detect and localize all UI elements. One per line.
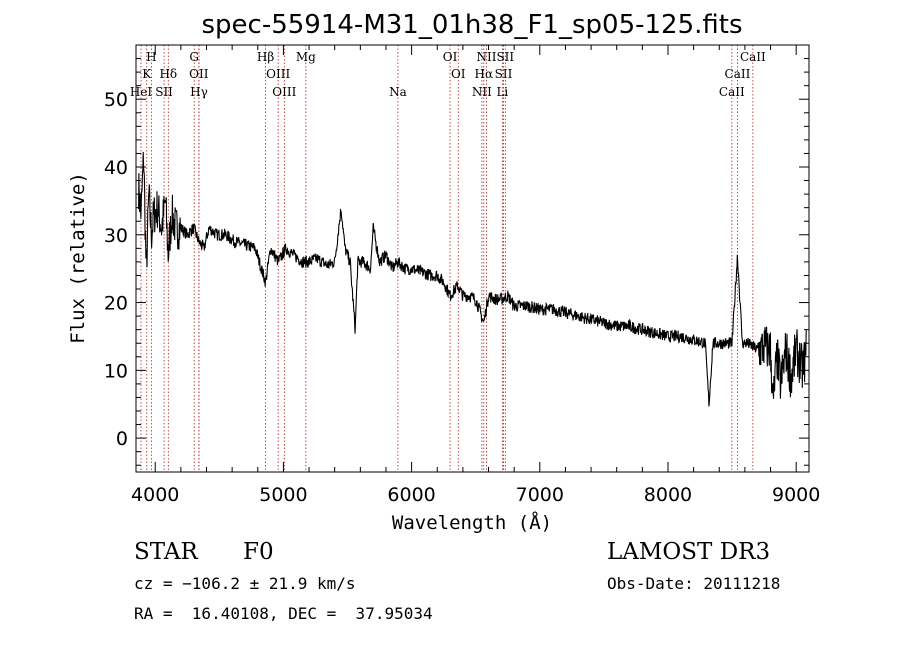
line-markers xyxy=(140,45,754,472)
observation-date: Obs-Date: 20111218 xyxy=(607,574,781,593)
survey-name: LAMOST DR3 xyxy=(607,539,771,565)
line-label: OIII xyxy=(272,85,296,99)
x-axis-label: Wavelength (Å) xyxy=(392,511,552,534)
y-axis-ticks: 0 10 20 30 40 50 xyxy=(104,58,809,466)
line-label: NII xyxy=(476,50,496,64)
line-label: CaII xyxy=(740,50,766,64)
line-label: NII xyxy=(472,85,492,99)
spectrum-line xyxy=(138,151,807,407)
x-tick-label: 8000 xyxy=(644,484,692,506)
line-label: Hα xyxy=(474,67,493,81)
redshift-cz: cz = −106.2 ± 21.9 km/s xyxy=(134,574,356,593)
line-label: H xyxy=(146,50,156,64)
line-label: SII xyxy=(495,67,513,81)
x-tick-label: 7000 xyxy=(516,484,564,506)
plot-frame xyxy=(135,44,810,473)
y-axis-label: Flux (relative) xyxy=(67,172,89,344)
y-tick-label: 20 xyxy=(104,293,128,315)
line-label: K xyxy=(142,67,152,81)
y-tick-label: 10 xyxy=(104,360,128,382)
object-class: STAR xyxy=(134,539,198,565)
coordinates: RA = 16.40108, DEC = 37.95034 xyxy=(134,604,433,623)
y-tick-label: 30 xyxy=(104,225,128,247)
x-tick-label: 6000 xyxy=(387,484,435,506)
line-label: OII xyxy=(189,67,209,81)
x-tick-label: 4000 xyxy=(131,484,179,506)
line-label: OI xyxy=(451,67,466,81)
y-tick-label: 50 xyxy=(104,89,128,111)
line-label: OI xyxy=(443,50,458,64)
line-label: G xyxy=(189,50,199,64)
line-label: SII xyxy=(155,85,173,99)
line-label: CaII xyxy=(719,85,745,99)
line-label: HeI xyxy=(130,85,153,99)
line-label: CaII xyxy=(725,67,751,81)
y-tick-label: 0 xyxy=(116,428,128,450)
x-tick-label: 5000 xyxy=(259,484,307,506)
line-label: Hδ xyxy=(159,67,177,81)
x-tick-label: 9000 xyxy=(772,484,820,506)
y-tick-label: 40 xyxy=(104,157,128,179)
line-label: Hγ xyxy=(190,85,208,99)
object-subclass: F0 xyxy=(243,539,274,565)
line-label: Li xyxy=(496,85,508,99)
line-label: Hβ xyxy=(257,50,274,64)
line-label: Mg xyxy=(296,50,316,64)
line-label: SII xyxy=(496,50,514,64)
line-label: Na xyxy=(389,85,407,99)
line-label: OIII xyxy=(266,67,290,81)
x-axis-ticks: 4000 5000 6000 7000 8000 9000 xyxy=(131,45,820,506)
chart-title: spec-55914-M31_01h38_F1_sp05-125.fits xyxy=(202,10,743,40)
